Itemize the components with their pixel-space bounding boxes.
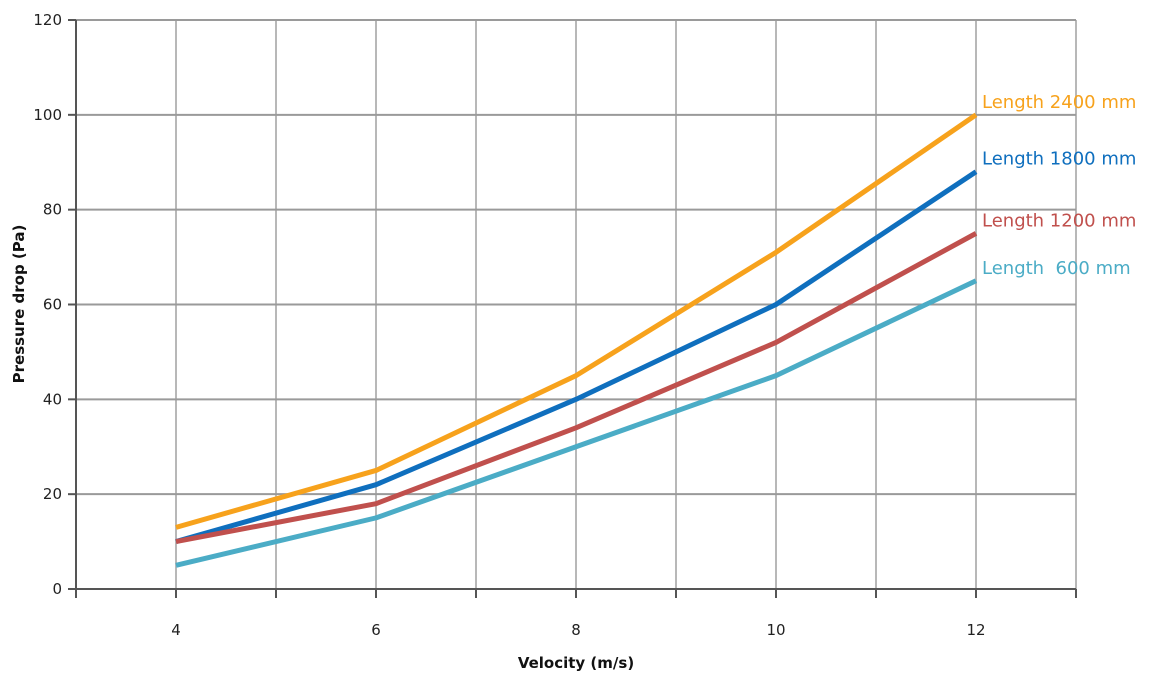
series-line-2	[175, 169, 978, 544]
x-tick-label: 8	[571, 621, 581, 639]
y-tick-label: 60	[43, 296, 62, 314]
y-tick-label: 120	[33, 11, 62, 29]
series-label-3: Length 1200 mm	[982, 210, 1136, 231]
x-tick-label: 4	[171, 621, 181, 639]
y-tick-label: 0	[52, 580, 62, 598]
series-line-3	[175, 231, 978, 545]
axes	[68, 19, 1077, 598]
series-label-1: Length 2400 mm	[982, 92, 1136, 113]
y-tick-labels: 0 20 40 60 80 100 120	[33, 11, 62, 598]
y-tick-label: 100	[33, 106, 62, 124]
x-tick-labels: 4 6 8 10 12	[171, 621, 985, 639]
x-axis-title: Velocity (m/s)	[518, 654, 634, 672]
x-tick-label: 12	[966, 621, 985, 639]
series-label-2: Length 1800 mm	[982, 149, 1136, 170]
y-axis-title: Pressure drop (Pa)	[10, 225, 28, 384]
series-label-4: Length 600 mm	[982, 258, 1131, 279]
x-tick-label: 10	[766, 621, 785, 639]
series-lines	[175, 112, 978, 568]
series-labels: Length 2400 mm Length 1800 mm Length 1200 …	[982, 92, 1136, 279]
y-tick-label: 20	[43, 485, 62, 503]
y-tick-label: 80	[43, 201, 62, 219]
x-tick-label: 6	[371, 621, 381, 639]
y-tick-label: 40	[43, 390, 62, 408]
series-line-4	[175, 278, 978, 568]
series-line-1	[175, 112, 978, 530]
